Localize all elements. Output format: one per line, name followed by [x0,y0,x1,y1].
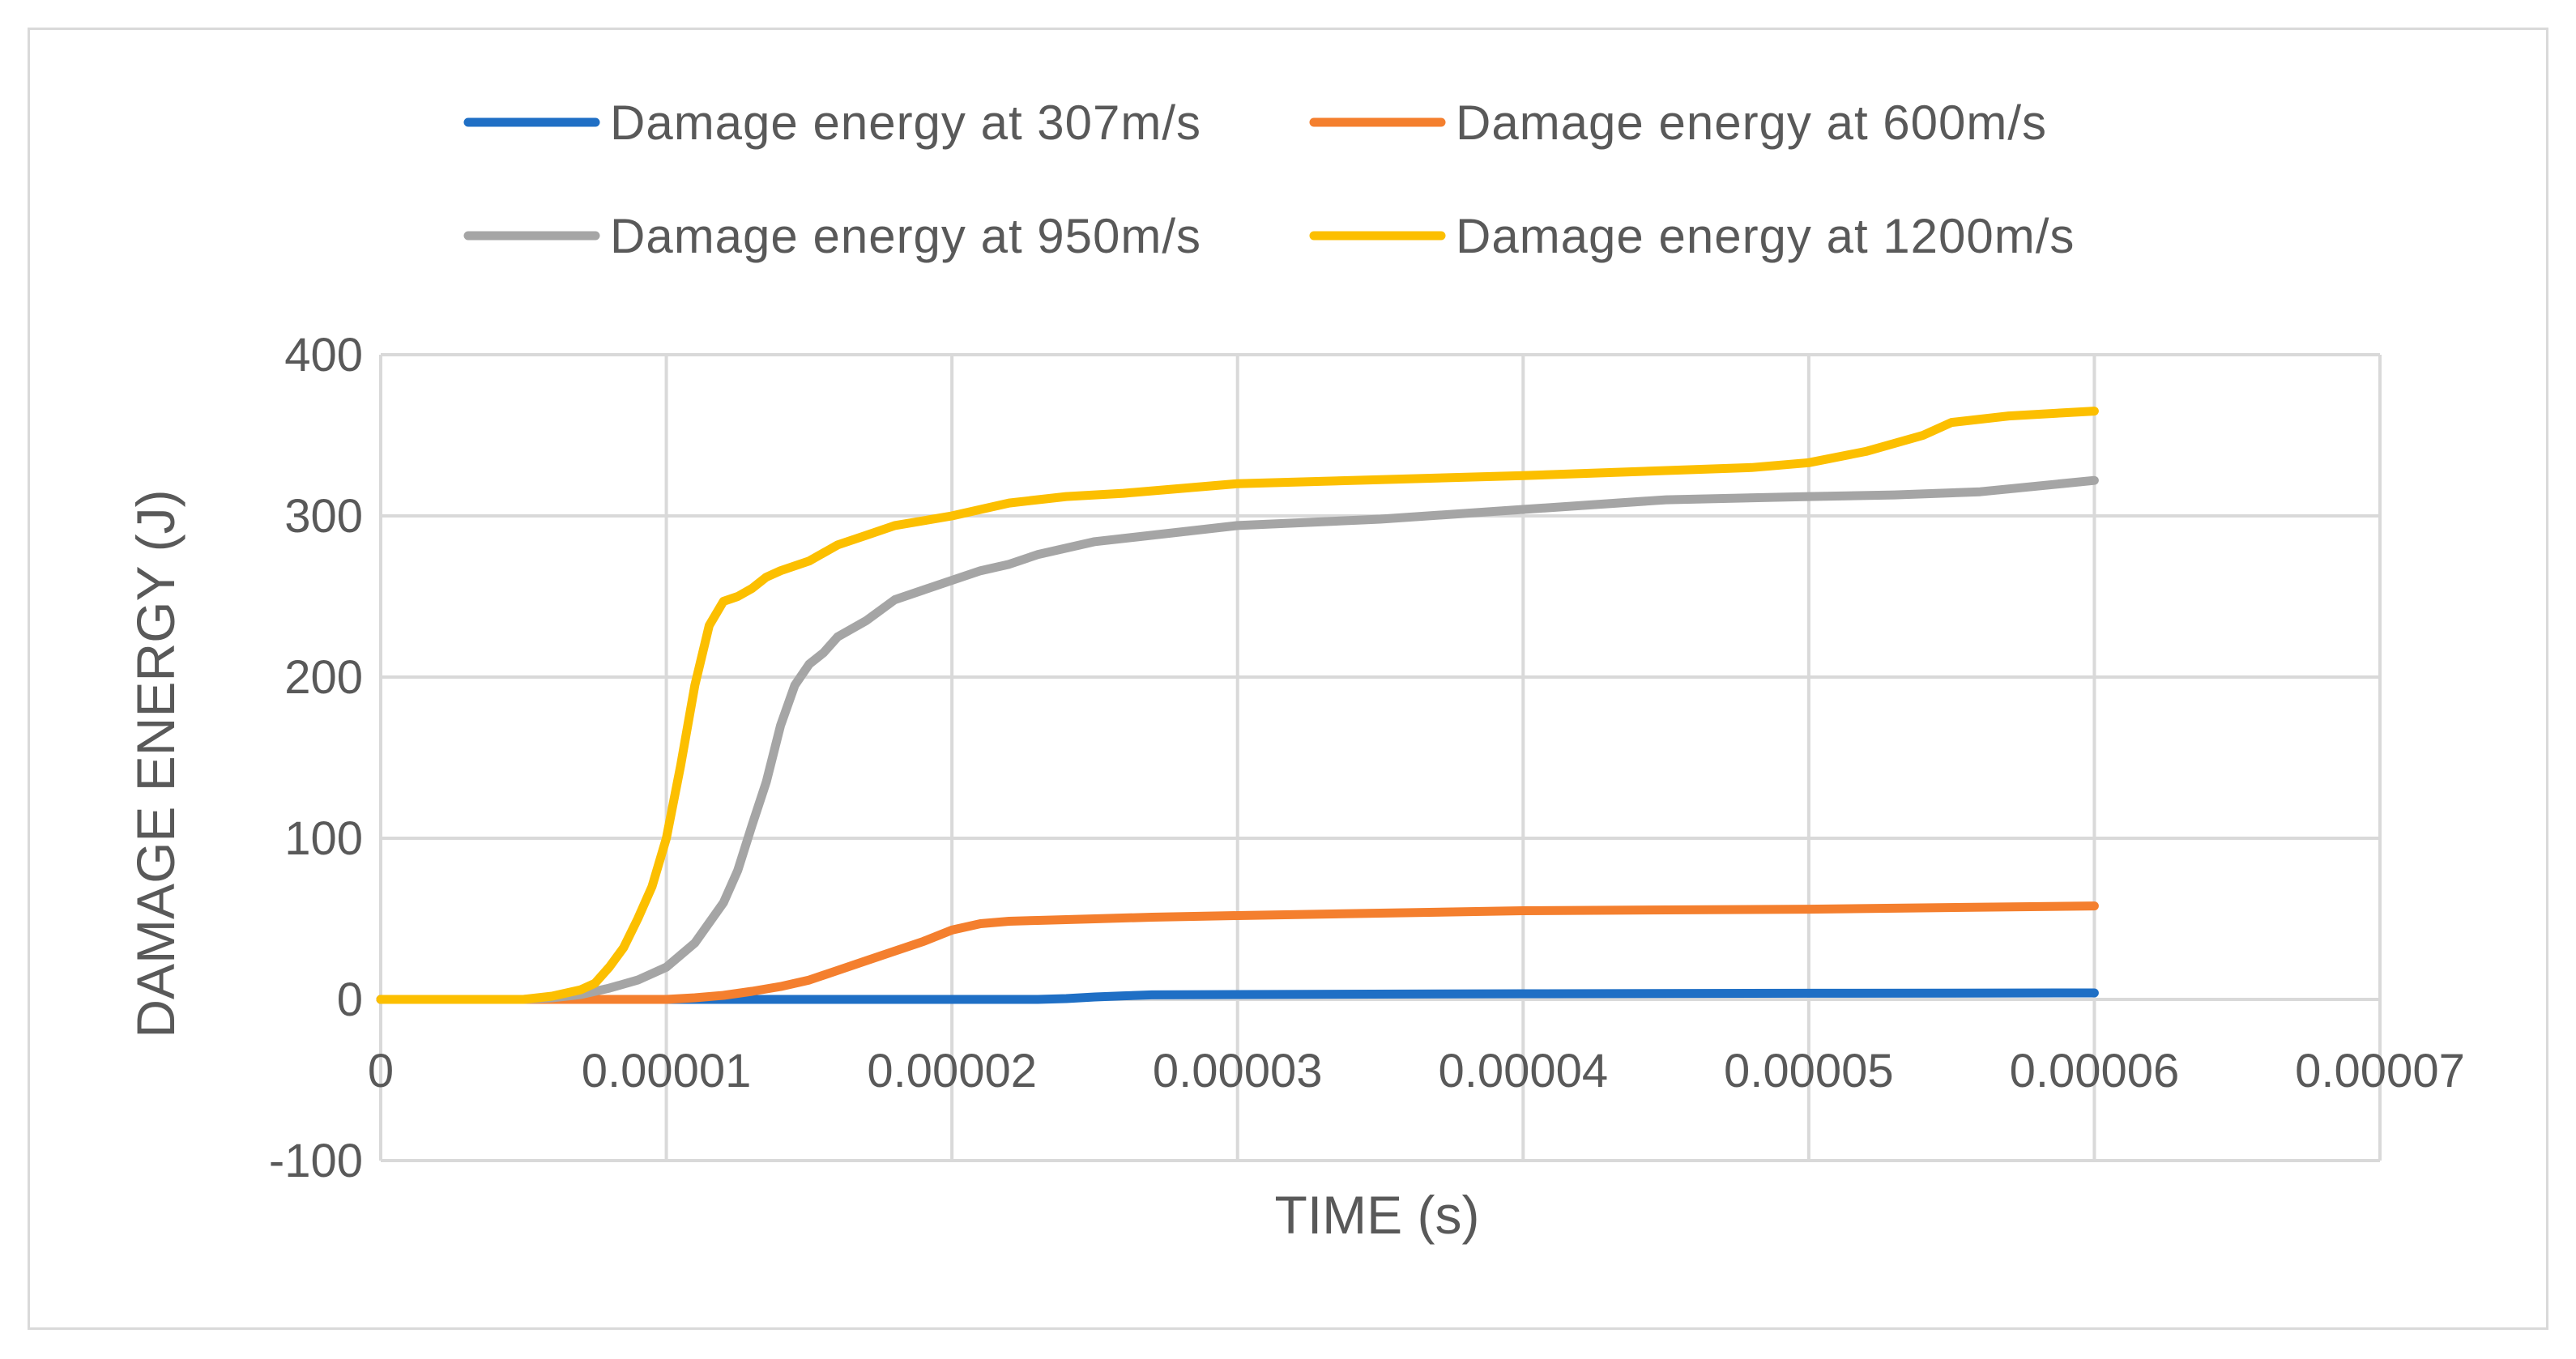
y-tick-label: 400 [284,329,363,381]
y-tick-label: -100 [269,1135,363,1187]
x-tick-label: 0 [368,1045,394,1097]
series-line-2 [376,901,2099,1004]
series-line-3 [376,475,2099,1004]
series-line-1 [376,988,2099,1004]
y-axis-title: DAMAGE ENERGY (J) [126,489,186,1037]
x-tick-label: 0.00007 [2295,1045,2465,1097]
y-tick-label: 0 [337,973,363,1026]
data-series [376,407,2099,1004]
x-tick-label: 0.00004 [1438,1045,1608,1097]
series-line-4 [376,407,2099,1004]
x-tick-label: 0.00001 [582,1045,752,1097]
y-tick-label: 300 [284,490,363,543]
legend-label-3: Damage energy at 950m/s [610,209,1201,263]
x-tick-label: 0.00005 [1724,1045,1894,1097]
x-tick-label: 0.00003 [1153,1045,1323,1097]
legend-label-2: Damage energy at 600m/s [1456,96,2047,150]
legend-label-1: Damage energy at 307m/s [610,96,1201,150]
y-tick-label: 200 [284,651,363,704]
x-axis-title: TIME (s) [1275,1185,1480,1245]
x-tick-label: 0.00006 [2010,1045,2180,1097]
x-tick-label: 0.00002 [867,1045,1037,1097]
legend: Damage energy at 307m/s Damage energy at … [463,96,2075,263]
grid-lines [381,353,2382,1162]
legend-label-4: Damage energy at 1200m/s [1456,209,2075,263]
y-tick-label: 100 [284,812,363,865]
